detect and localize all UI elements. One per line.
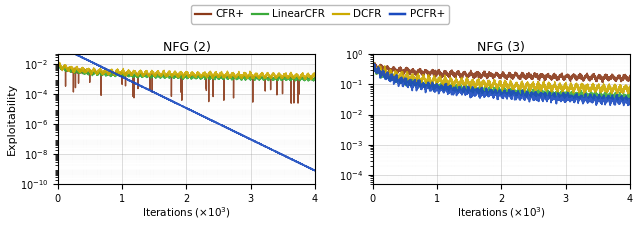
Title: NFG (2): NFG (2) xyxy=(163,41,211,54)
X-axis label: Iterations ($\times10^3$): Iterations ($\times10^3$) xyxy=(457,205,546,220)
Legend: CFR+, LinearCFR, DCFR, PCFR+: CFR+, LinearCFR, DCFR, PCFR+ xyxy=(191,5,449,24)
X-axis label: Iterations ($\times10^3$): Iterations ($\times10^3$) xyxy=(142,205,231,220)
Y-axis label: Exploitability: Exploitability xyxy=(7,83,17,155)
Title: NFG (3): NFG (3) xyxy=(477,41,525,54)
